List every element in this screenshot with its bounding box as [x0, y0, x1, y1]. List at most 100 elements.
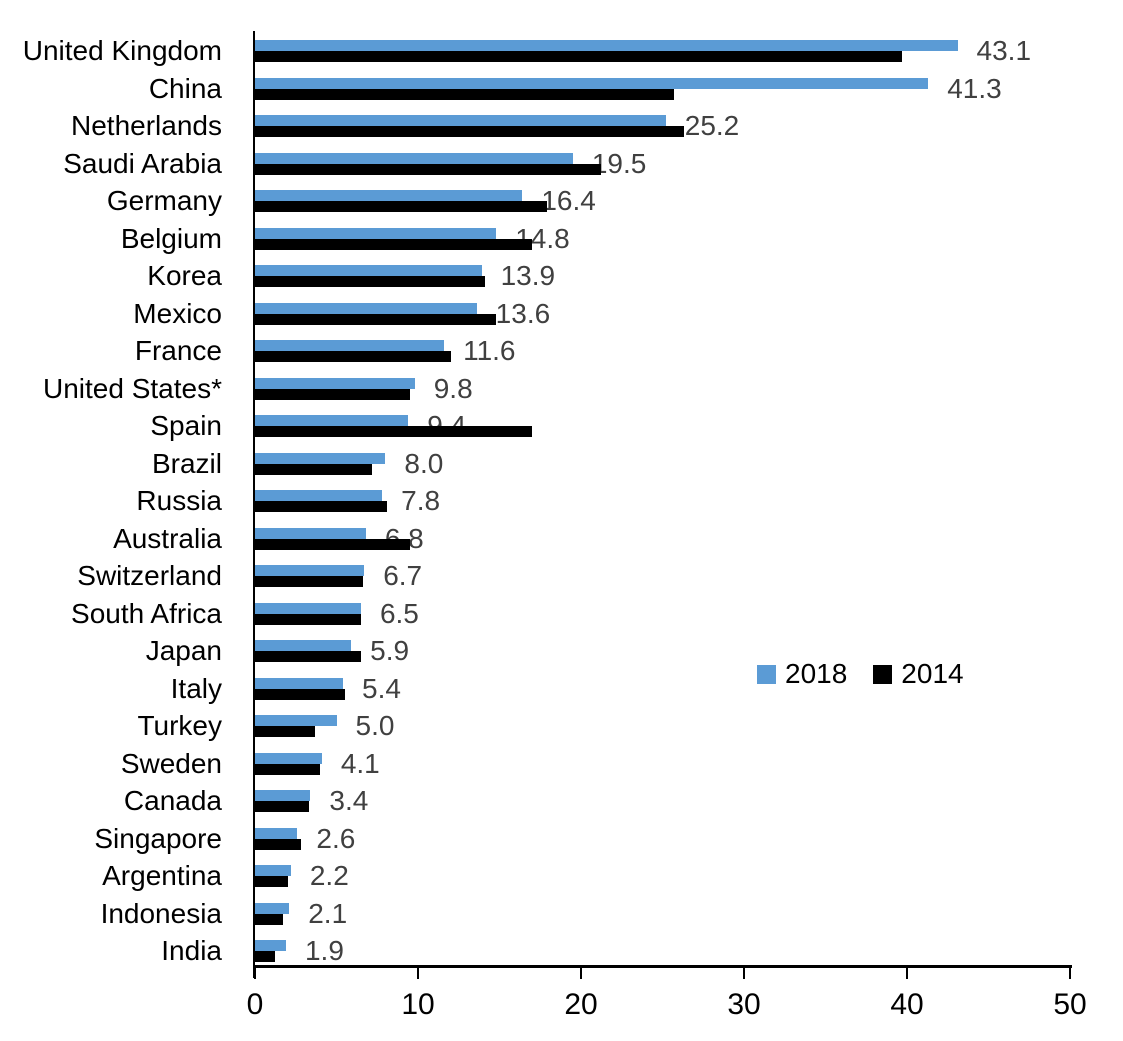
value-label: 6.7	[383, 560, 423, 591]
bar-2018	[255, 190, 523, 201]
bar-2018	[255, 902, 290, 914]
bar-2018	[255, 827, 298, 839]
bar-2014	[255, 838, 301, 850]
bar-2018	[255, 790, 311, 801]
legend: 2018 2014	[757, 660, 964, 688]
value-label: 8.0	[404, 447, 444, 479]
bar-2014	[255, 163, 601, 175]
category-label: Saudi Arabia	[63, 147, 222, 179]
category-label: Germany	[106, 185, 222, 216]
category-label: Netherlands	[71, 110, 222, 141]
value-label: 5.0	[355, 710, 395, 741]
bar-2014	[255, 388, 410, 400]
value-label: 19.5	[591, 147, 647, 179]
bar-2014	[255, 313, 497, 325]
category-label: Russia	[136, 485, 222, 516]
value-label: 9.8	[433, 372, 473, 404]
value-label: 6.5	[379, 597, 419, 629]
x-axis-tick-mark	[1069, 966, 1071, 979]
category-label: Japan	[145, 635, 222, 666]
category-label: United Kingdom	[22, 35, 222, 66]
bar-2014	[255, 726, 316, 737]
category-label: Mexico	[133, 297, 222, 329]
category-label: Australia	[113, 522, 222, 554]
bar-2018	[255, 115, 666, 126]
value-label: 16.4	[541, 185, 596, 216]
bar-2018	[255, 527, 366, 539]
category-label: Brazil	[151, 447, 222, 479]
category-label: Italy	[170, 672, 222, 704]
bar-2018	[255, 152, 573, 164]
x-axis-tick-label: 10	[401, 988, 435, 1021]
bar-2014	[255, 688, 345, 700]
bar-2014	[255, 801, 309, 812]
legend-swatch-2018	[757, 664, 776, 684]
bar-2014	[255, 613, 361, 625]
bar-2014	[255, 201, 547, 212]
category-label: Belgium	[120, 222, 222, 254]
bar-2014	[255, 951, 275, 962]
x-axis-tick-mark	[417, 966, 419, 979]
bar-2014	[255, 351, 451, 362]
category-label: Singapore	[94, 822, 222, 854]
bar-2014	[255, 538, 410, 550]
category-label: South Africa	[71, 597, 222, 629]
x-axis-tick-mark	[743, 966, 745, 979]
bar-2014	[255, 763, 321, 775]
bar-2018	[255, 640, 352, 651]
x-axis-tick-mark	[254, 966, 256, 979]
bar-2018	[255, 715, 337, 726]
bar-2014	[255, 88, 674, 100]
category-label: United States*	[43, 372, 222, 404]
bar-2014	[255, 238, 533, 250]
value-label: 7.8	[401, 485, 441, 516]
x-axis-tick-label: 30	[727, 988, 761, 1021]
value-label: 5.4	[362, 672, 401, 704]
x-axis-tick-mark	[580, 966, 582, 979]
bar-2018	[255, 227, 497, 239]
bar-2018	[255, 302, 477, 314]
bar-2018	[255, 340, 445, 351]
y-axis-line	[253, 31, 255, 978]
bar-2014	[255, 126, 684, 137]
category-label: Switzerland	[77, 560, 222, 591]
category-label: Indonesia	[100, 897, 222, 929]
bar-2018	[255, 565, 365, 576]
value-label: 4.1	[340, 747, 380, 779]
bar-2018	[255, 265, 482, 276]
legend-swatch-2014	[873, 664, 893, 684]
category-label: Sweden	[120, 747, 222, 779]
value-label: 43.1	[976, 35, 1032, 66]
bar-2014	[255, 51, 903, 62]
category-label: Turkey	[137, 710, 222, 741]
bar-2018	[255, 490, 383, 501]
x-axis-line	[253, 965, 1072, 968]
category-label: France	[134, 335, 222, 366]
value-label: 3.4	[329, 785, 369, 816]
category-label: Spain	[150, 410, 222, 441]
bar-2014	[255, 426, 533, 437]
bar-2014	[255, 651, 361, 662]
bar-2018	[255, 865, 291, 876]
bar-2018	[255, 77, 929, 89]
bar-2014	[255, 501, 388, 512]
x-axis-tick-mark	[906, 966, 908, 979]
bar-2018	[255, 377, 415, 389]
value-label: 2.1	[308, 897, 348, 929]
bar-2018	[255, 602, 361, 614]
bar-2018	[255, 940, 286, 951]
x-axis-tick-label: 0	[246, 988, 264, 1021]
legend-label-2018: 2018	[785, 658, 848, 689]
bar-2018	[255, 677, 344, 689]
category-label: Argentina	[102, 860, 222, 891]
legend-item-2018: 2018	[757, 660, 847, 688]
value-label: 2.2	[309, 860, 349, 891]
category-label: India	[161, 935, 222, 966]
bar-2018	[255, 40, 958, 51]
bar-2014	[255, 576, 363, 587]
bar-2014	[255, 913, 283, 925]
value-label: 11.6	[463, 335, 516, 366]
value-label: 5.9	[370, 635, 410, 666]
bar-2018	[255, 752, 322, 764]
